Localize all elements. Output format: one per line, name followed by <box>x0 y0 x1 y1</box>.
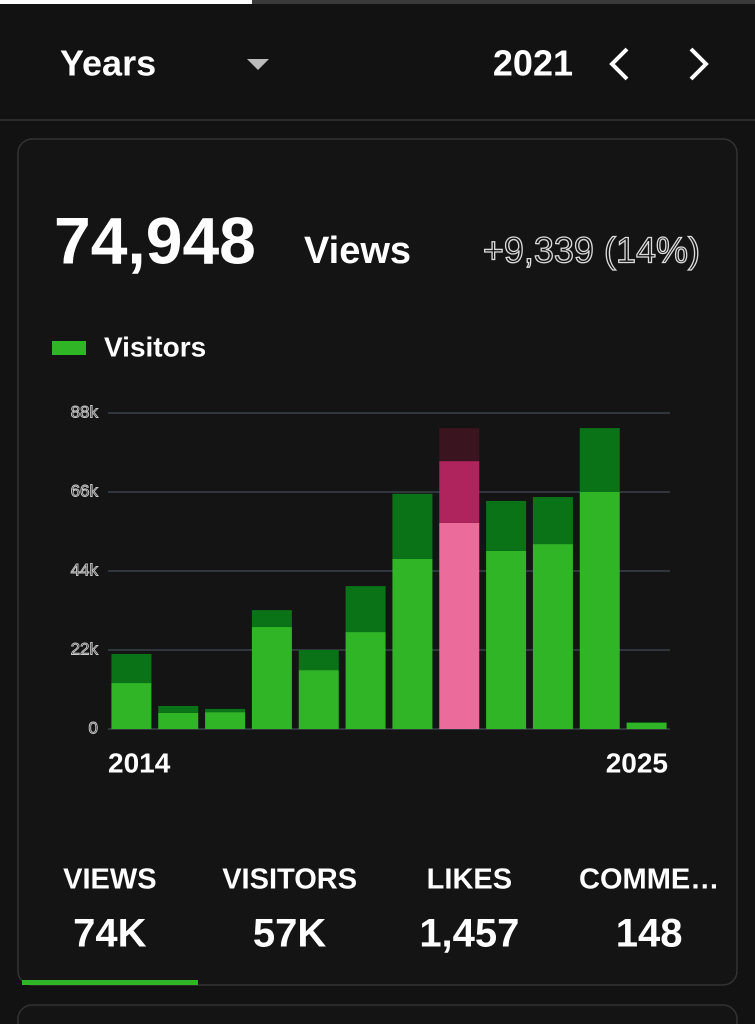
y-tick-label: 88k <box>71 402 99 421</box>
total-views: 74,948 <box>54 203 256 277</box>
bar-segment <box>486 550 527 729</box>
progress-track <box>252 0 755 4</box>
tab-label[interactable]: COMME… <box>579 864 719 896</box>
y-tick-label: 22k <box>71 639 99 658</box>
bar-segment <box>111 653 152 684</box>
views-unit: Views <box>304 230 411 272</box>
bar-segment <box>532 497 573 545</box>
bar-segment <box>345 632 386 729</box>
bar-segment <box>251 610 292 628</box>
bar-segment <box>158 706 199 713</box>
next-button[interactable] <box>689 47 709 81</box>
bar-segment <box>439 522 480 729</box>
bar-segment <box>158 712 199 729</box>
y-tick-label: 0 <box>89 718 98 737</box>
dropdown-arrow[interactable] <box>247 59 269 70</box>
tab-label[interactable]: LIKES <box>427 864 512 896</box>
card <box>17 138 738 986</box>
year: 2021 <box>493 43 573 84</box>
bar-segment <box>626 722 667 729</box>
tab-label[interactable]: VIEWS <box>63 864 156 896</box>
tab-value: 74K <box>73 912 146 956</box>
bar-segment <box>626 722 667 723</box>
tab-label[interactable]: VISITORS <box>222 864 357 896</box>
bar-segment <box>392 493 433 559</box>
x-tick-label: 2025 <box>606 747 668 778</box>
bar-segment <box>298 650 339 671</box>
bar-segment <box>392 558 433 729</box>
legend-swatch <box>52 341 86 355</box>
active-tab-indicator <box>22 980 198 985</box>
period-select[interactable]: Years <box>60 43 156 84</box>
bar-segment <box>345 586 386 633</box>
bar-segment <box>532 544 573 729</box>
legend-label: Visitors <box>104 331 206 362</box>
bar-segment <box>251 627 292 729</box>
tab-value: 1,457 <box>419 912 519 956</box>
bar-segment <box>439 428 480 462</box>
bar-segment <box>205 708 246 713</box>
change: +9,339 (14%) <box>483 230 700 271</box>
bar-segment <box>298 670 339 729</box>
tab-value: 57K <box>253 912 326 956</box>
y-tick-label: 44k <box>71 560 99 579</box>
bar-segment <box>579 492 620 729</box>
prev-button[interactable] <box>609 47 629 81</box>
progress <box>0 0 252 4</box>
bar-segment <box>111 683 152 729</box>
bar-segment <box>486 500 527 551</box>
tab-value: 148 <box>616 912 683 956</box>
bar-segment <box>439 461 480 523</box>
y-tick-label: 66k <box>71 481 99 500</box>
x-tick-label: 2014 <box>108 747 171 778</box>
bar-segment <box>205 712 246 729</box>
card-next <box>17 1004 738 1024</box>
bar-segment <box>579 428 620 492</box>
